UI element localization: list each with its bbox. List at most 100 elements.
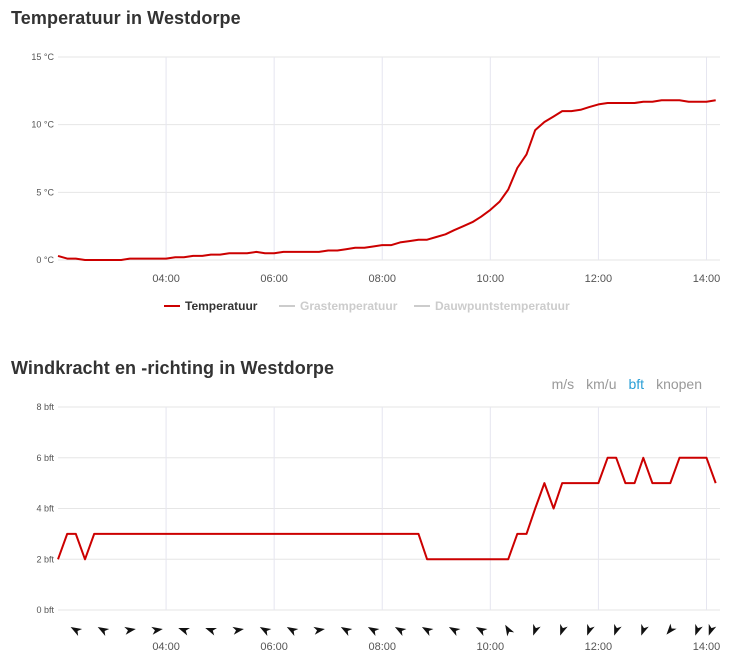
wind-direction-arrow-icon [475, 627, 488, 636]
wind-data-point[interactable] [641, 456, 645, 460]
wind-data-point[interactable] [110, 532, 114, 536]
wind-chart-title: Windkracht en -richting in Westdorpe [11, 358, 335, 378]
legend-item-dauwpuntstemperatuur[interactable]: Dauwpuntstemperatuur [414, 299, 570, 313]
unit-knopen-button[interactable]: knopen [656, 376, 702, 392]
wind-xtick-label: 04:00 [152, 641, 180, 653]
wind-direction-arrow-icon [367, 627, 380, 636]
wind-data-point[interactable] [434, 557, 438, 561]
unit-kmu-button[interactable]: km/u [586, 376, 617, 392]
wind-direction-arrow-icon [587, 623, 595, 636]
wind-ytick-label: 8 bft [36, 402, 54, 412]
wind-data-point[interactable] [606, 456, 610, 460]
wind-direction-arrow-icon [448, 627, 461, 636]
wind-direction-arrow-icon [421, 627, 434, 636]
wind-data-point[interactable] [705, 456, 709, 460]
temp-xtick-label: 14:00 [693, 273, 721, 285]
wind-direction-arrow-icon [614, 623, 622, 636]
wind-data-point[interactable] [417, 532, 421, 536]
temperature-legend: Temperatuur Grastemperatuur Dauwpuntstem… [0, 299, 732, 317]
wind-direction-arrow-icon [97, 627, 110, 636]
temp-xtick-label: 10:00 [477, 273, 505, 285]
wind-ytick-label: 6 bft [36, 453, 54, 463]
wind-direction-arrow-icon [560, 623, 568, 636]
wind-data-point[interactable] [498, 557, 502, 561]
legend-label: Dauwpuntstemperatuur [435, 299, 570, 313]
wind-direction-arrow-icon [286, 627, 299, 636]
temp-ytick-label: 0 °C [36, 255, 54, 265]
wind-data-point[interactable] [587, 481, 591, 485]
wind-data-point[interactable] [714, 481, 718, 485]
wind-data-point[interactable] [488, 557, 492, 561]
wind-unit-selector: m/s km/u bft knopen [552, 376, 702, 392]
wind-data-point[interactable] [579, 481, 583, 485]
wind-direction-arrow-icon [695, 623, 703, 636]
wind-data-point[interactable] [533, 507, 537, 511]
wind-data-point[interactable] [92, 532, 96, 536]
temp-ytick-label: 5 °C [36, 187, 54, 197]
temperature-chart-title: Temperatuur in Westdorpe [11, 8, 241, 28]
unit-bft-button[interactable]: bft [628, 376, 645, 392]
legend-swatch [414, 305, 430, 307]
wind-direction-arrow-icon [394, 627, 407, 636]
wind-direction-arrow-icon [151, 626, 163, 635]
temperature-chart: 0 °C 5 °C 10 °C 15 °C 04:00 06:00 08:00 10:00 12… [31, 52, 721, 285]
wind-data-point[interactable] [74, 532, 78, 536]
legend-label: Grastemperatuur [300, 299, 398, 313]
unit-ms-button[interactable]: m/s [551, 376, 575, 392]
wind-data-point[interactable] [425, 557, 429, 561]
wind-data-point[interactable] [623, 481, 627, 485]
wind-data-point[interactable] [660, 481, 664, 485]
temp-ytick-label: 15 °C [31, 52, 54, 62]
legend-item-temperatuur[interactable]: Temperatuur [164, 299, 257, 313]
temp-xtick-label: 12:00 [585, 273, 613, 285]
wind-data-point[interactable] [614, 456, 618, 460]
wind-direction-arrow-icon [533, 623, 541, 636]
wind-data-point[interactable] [668, 481, 672, 485]
wind-data-point[interactable] [515, 532, 519, 536]
wind-data-point[interactable] [687, 456, 691, 460]
wind-xtick-label: 12:00 [585, 641, 613, 653]
wind-direction-arrow-icon [340, 627, 353, 636]
wind-ytick-label: 0 bft [36, 605, 54, 615]
wind-data-point[interactable] [569, 481, 573, 485]
wind-data-point[interactable] [650, 481, 654, 485]
wind-direction-arrow-icon [178, 627, 190, 636]
wind-direction-arrow-icon [313, 626, 325, 635]
wind-data-point[interactable] [596, 481, 600, 485]
wind-series-line[interactable] [57, 456, 717, 561]
wind-data-point[interactable] [695, 456, 699, 460]
wind-direction-arrow-icon [708, 623, 717, 636]
wind-xtick-label: 10:00 [477, 641, 505, 653]
wind-xtick-label: 06:00 [260, 641, 288, 653]
wind-data-point[interactable] [452, 557, 456, 561]
wind-direction-arrow-icon [232, 626, 244, 635]
temp-xtick-label: 04:00 [152, 273, 180, 285]
wind-data-point[interactable] [101, 532, 105, 536]
wind-xtick-label: 08:00 [368, 641, 396, 653]
wind-data-point[interactable] [56, 557, 60, 561]
wind-data-point[interactable] [560, 481, 564, 485]
wind-data-point[interactable] [65, 532, 69, 536]
wind-data-point[interactable] [83, 557, 87, 561]
wind-direction-arrow-icon [641, 623, 649, 636]
wind-xtick-label: 14:00 [693, 641, 721, 653]
wind-data-point[interactable] [444, 557, 448, 561]
wind-data-point[interactable] [633, 481, 637, 485]
wind-data-point[interactable] [471, 557, 475, 561]
wind-direction-arrow-icon [205, 627, 217, 636]
wind-data-point[interactable] [461, 557, 465, 561]
temp-series-line[interactable] [57, 99, 716, 261]
wind-data-point[interactable] [479, 557, 483, 561]
wind-direction-arrow-icon [666, 623, 677, 635]
wind-data-point[interactable] [542, 481, 546, 485]
wind-data-point[interactable] [678, 456, 682, 460]
wind-data-point[interactable] [506, 557, 510, 561]
wind-data-point[interactable] [552, 507, 556, 511]
legend-swatch [279, 305, 295, 307]
wind-direction-arrow-icon [259, 627, 272, 636]
temp-xtick-label: 06:00 [260, 273, 288, 285]
wind-data-point[interactable] [525, 532, 529, 536]
legend-item-grastemperatuur[interactable]: Grastemperatuur [279, 299, 397, 313]
wind-data-point[interactable] [407, 532, 411, 536]
